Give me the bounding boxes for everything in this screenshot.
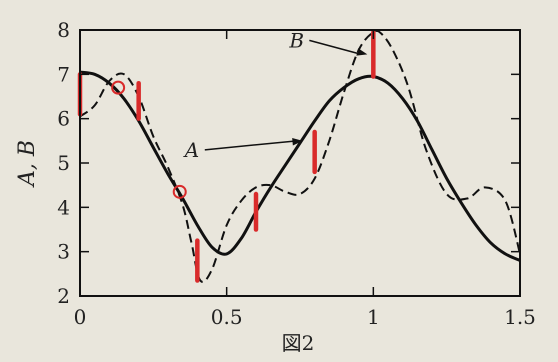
y-tick-label: 5 (57, 151, 70, 175)
annotation-B-arrow-shaft (309, 39, 362, 56)
annotation-A-arrow-head (292, 138, 303, 146)
curves (79, 29, 521, 283)
x-tick-label: 0 (74, 305, 87, 329)
series-A-line (79, 70, 521, 262)
annotation-A-label: A (183, 138, 199, 162)
y-tick-label: 6 (57, 107, 70, 131)
axis-ticks: 0 0.5 1 1.5 2 3 4 5 6 7 8 (57, 18, 536, 329)
series-B-line (79, 29, 521, 283)
y-tick-label: 7 (57, 62, 70, 86)
x-tick-label: 0.5 (211, 305, 243, 329)
annotation-B-arrow-head (356, 48, 368, 56)
x-tick-label: 1.5 (504, 305, 536, 329)
y-tick-label: 3 (57, 240, 70, 264)
y-tick-label: 4 (57, 195, 70, 219)
annotations: BA (183, 28, 368, 162)
y-tick-label: 8 (57, 18, 70, 42)
intersection-circle-0 (111, 80, 126, 95)
intersection-circle-1 (172, 184, 187, 199)
y-tick-label: 2 (57, 284, 70, 308)
figure-caption: 図2 (282, 331, 315, 355)
x-tick-label: 1 (367, 305, 380, 329)
annotation-B-label: B (288, 28, 304, 52)
y-axis-label: A, B (15, 140, 40, 188)
annotation-A-arrow-shaft (204, 140, 297, 151)
